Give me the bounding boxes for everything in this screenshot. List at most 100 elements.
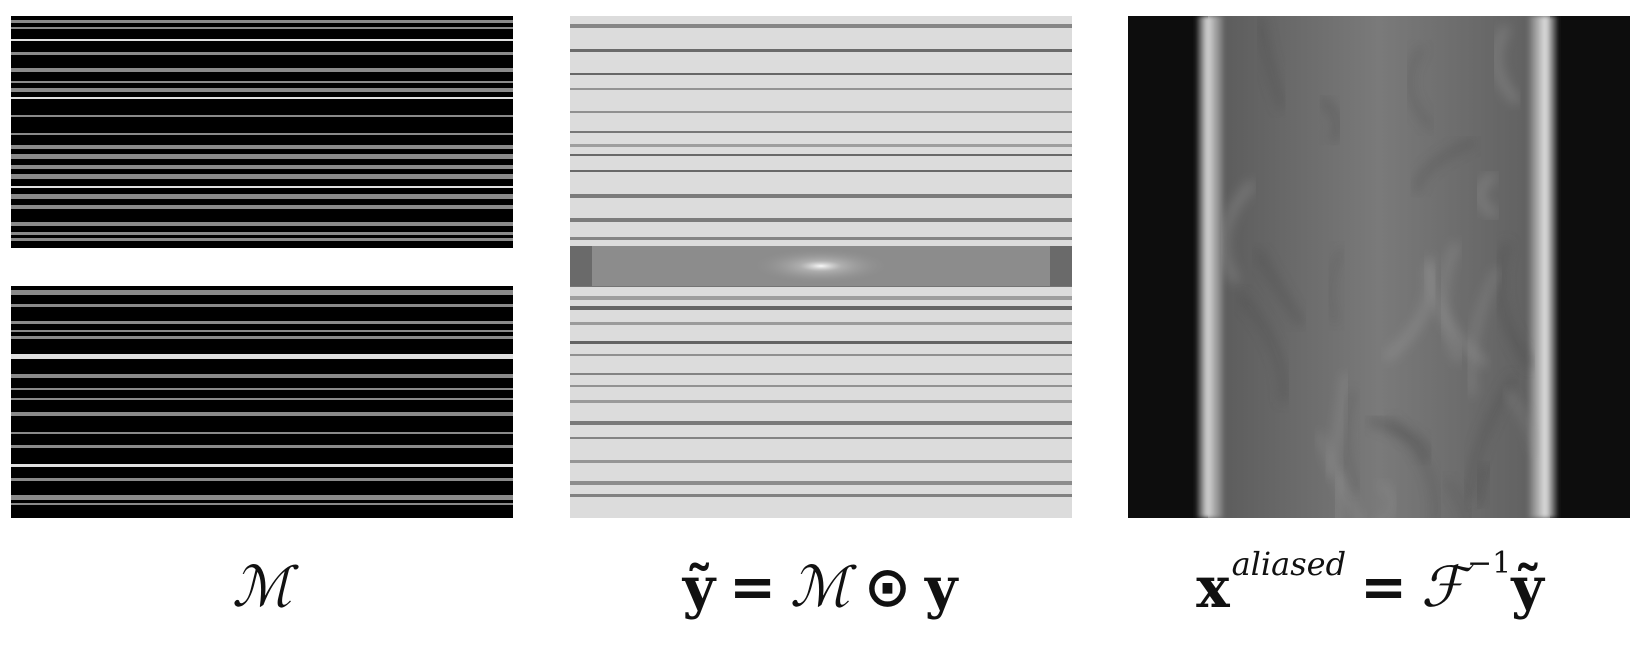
sampling-mask-image xyxy=(11,16,513,518)
kspace-line xyxy=(570,111,1072,113)
aliasing-artifact xyxy=(1468,266,1502,396)
mask-line xyxy=(11,412,513,416)
mask-line xyxy=(11,205,513,209)
mask-line xyxy=(11,354,513,359)
kspace-line xyxy=(570,385,1072,387)
kspace-line xyxy=(570,131,1072,133)
kspace-line xyxy=(570,73,1072,75)
mask-line xyxy=(11,478,513,481)
mask-line xyxy=(11,186,513,188)
aliasing-artifact xyxy=(1443,478,1470,518)
inverse-exponent: −1 xyxy=(1467,546,1512,581)
kspace-line xyxy=(570,354,1072,356)
mask-line xyxy=(11,388,513,390)
mask-line xyxy=(11,304,513,307)
mask-line xyxy=(11,154,513,159)
aliased-rhs: ỹ xyxy=(1511,555,1544,621)
kspace-line xyxy=(570,421,1072,425)
kspace-line xyxy=(570,194,1072,198)
undersampled-kspace-image xyxy=(570,16,1072,518)
aliasing-artifact xyxy=(1378,481,1396,518)
kspace-line xyxy=(570,494,1072,497)
mask-line xyxy=(11,336,513,339)
kspace-line xyxy=(570,373,1072,375)
mask-block-1 xyxy=(11,286,513,518)
aliased-edge-left xyxy=(1196,16,1224,518)
sampling-mask-svg xyxy=(11,16,513,518)
aliasing-artifact xyxy=(1474,462,1492,506)
kspace-line xyxy=(570,24,1072,28)
aliasing-artifact xyxy=(1475,172,1499,219)
kspace-band-edge-left xyxy=(570,246,592,286)
aliased-reconstruction-image xyxy=(1128,16,1630,518)
kspace-line xyxy=(570,481,1072,485)
mask-line xyxy=(11,27,513,29)
kspace-line xyxy=(570,144,1072,147)
mask-caption: ℳ xyxy=(11,548,513,628)
mask-line xyxy=(11,97,513,99)
kspace-y: y xyxy=(924,555,958,621)
aliasing-artifact xyxy=(1256,17,1286,110)
mask-line xyxy=(11,238,513,241)
mask-symbol: ℳ xyxy=(232,555,292,620)
kspace-line xyxy=(570,306,1072,310)
mask-line xyxy=(11,222,513,226)
mask-line xyxy=(11,445,513,448)
mask-line xyxy=(11,330,513,332)
aliasing-artifact xyxy=(1407,46,1434,130)
kspace-equals: = xyxy=(729,555,777,620)
kspace-line xyxy=(570,237,1072,240)
aliasing-artifact xyxy=(1328,247,1345,324)
kspace-line xyxy=(570,460,1072,463)
aliasing-artifact xyxy=(1503,389,1539,455)
mask-line xyxy=(11,374,513,378)
mask-line xyxy=(11,495,513,500)
mask-line xyxy=(11,432,513,434)
kspace-line xyxy=(570,170,1072,172)
aliasing-artifact xyxy=(1316,431,1362,518)
aliasing-artifact xyxy=(1413,138,1476,193)
aliased-equals: = xyxy=(1360,555,1407,620)
kspace-odot: ⊙ xyxy=(863,555,911,620)
mask-line xyxy=(11,52,513,55)
aliasing-artifact xyxy=(1387,417,1439,518)
mask-line xyxy=(11,115,513,117)
aliasing-artifact xyxy=(1368,416,1430,463)
aliasing-artifact xyxy=(1496,241,1535,370)
fourier-symbol: ℱ xyxy=(1420,555,1466,620)
kspace-band-edge-right xyxy=(1050,246,1072,286)
kspace-line xyxy=(570,437,1072,439)
aliasing-artifact xyxy=(1383,263,1435,362)
mask-line xyxy=(11,232,513,235)
mask-line xyxy=(11,321,513,324)
mask-line xyxy=(11,165,513,169)
mask-line xyxy=(11,81,513,83)
aliasing-artifact xyxy=(1237,292,1288,403)
aliased-x: x xyxy=(1196,555,1230,621)
mask-line xyxy=(11,174,513,179)
mask-line xyxy=(11,88,513,92)
mask-line xyxy=(11,133,513,135)
mask-line xyxy=(11,464,513,467)
mask-line xyxy=(11,20,513,23)
aliasing-artifact xyxy=(1333,471,1345,518)
mask-line xyxy=(11,290,513,295)
aliasing-artifact xyxy=(1319,97,1342,143)
aliased-caption: x aliased = ℱ −1 ỹ xyxy=(1100,548,1640,628)
kspace-line xyxy=(570,322,1072,325)
aliasing-artifact xyxy=(1439,241,1463,364)
aliased-svg xyxy=(1128,16,1630,518)
kspace-line xyxy=(570,296,1072,300)
aliasing-artifact xyxy=(1342,390,1361,493)
mask-line xyxy=(11,398,513,400)
aliasing-artifact xyxy=(1492,25,1521,106)
kspace-line xyxy=(570,341,1072,344)
mask-line xyxy=(11,194,513,199)
kspace-line xyxy=(570,49,1072,52)
mask-line xyxy=(11,68,513,72)
kspace-caption: ỹ = ℳ ⊙ y xyxy=(540,548,1100,628)
kspace-lhs: ỹ xyxy=(682,555,716,621)
aliasing-artifact xyxy=(1253,248,1305,327)
mask-line xyxy=(11,39,513,41)
kspace-center-peak xyxy=(751,248,891,284)
